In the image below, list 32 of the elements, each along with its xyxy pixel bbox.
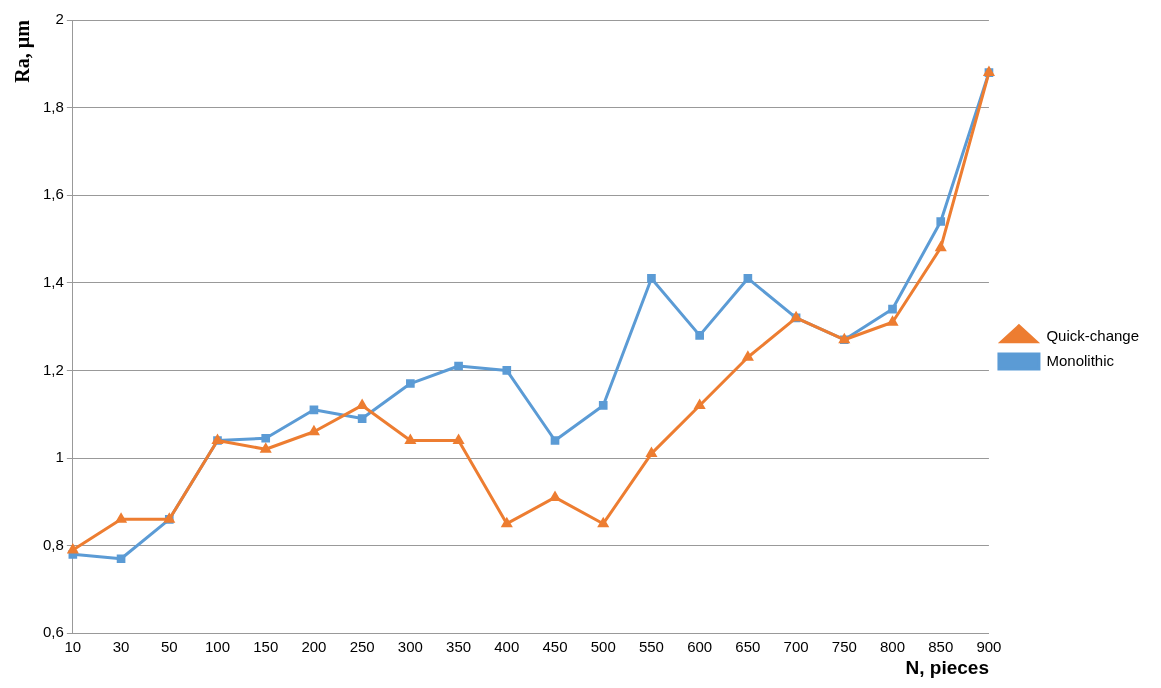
x-tick-label: 10 [64,638,82,656]
legend-label: Quick-change [1046,326,1140,344]
x-tick-label: 200 [301,638,327,656]
x-tick-label: 50 [160,638,178,656]
x-axis-title: N, pieces [905,656,989,678]
x-tick-label: 450 [542,638,568,656]
y-tick-label: 0,8 [42,535,64,553]
x-tick-label: 900 [976,638,1002,656]
x-tick-label: 850 [928,638,954,656]
x-tick-label: 650 [735,638,761,656]
x-tick-label: 250 [349,638,375,656]
y-tick-label: 0,6 [42,623,64,641]
y-tick-label: 2 [55,10,64,28]
x-tick-label: 150 [253,638,279,656]
x-tick-label: 750 [831,638,857,656]
y-tick-label: 1,8 [42,97,64,115]
x-tick-label: 350 [446,638,472,656]
legend-label: Monolithic [1046,351,1115,369]
x-tick-label: 600 [687,638,713,656]
x-tick-label: 500 [590,638,616,656]
x-tick-label: 300 [397,638,423,656]
y-tick-label: 1,6 [42,185,64,203]
x-tick-label: 800 [880,638,906,656]
x-tick-label: 100 [204,638,231,656]
y-tick-label: 1,2 [42,360,64,378]
x-tick-label: 550 [638,638,664,656]
x-tick-label: 30 [112,638,130,656]
y-axis-title: Ra, µm [11,19,35,83]
y-tick-label: 1,4 [42,272,64,290]
x-tick-label: 400 [494,638,520,656]
x-tick-label: 700 [783,638,809,656]
y-tick-label: 1 [55,448,64,466]
